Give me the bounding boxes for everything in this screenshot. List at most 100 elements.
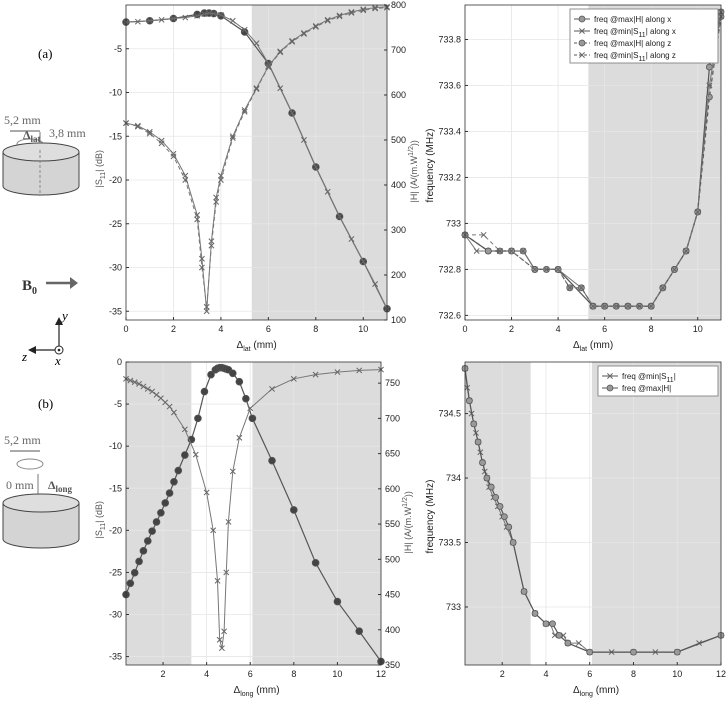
b-right-series-0-point [718,632,724,639]
a-left-series-0-point [200,9,209,17]
b-left-series-1-point [181,426,188,433]
a-left-series-2-point [336,12,343,19]
a-right-series-1-point [648,303,655,310]
a-right-series-0-point [717,8,725,16]
a-left-series-3-point [253,86,260,92]
a-left-series-2-point [134,122,141,129]
b-left-ytick-right-label: 700 [385,413,400,423]
a-right-series-2-point [682,247,690,255]
b-right-series-1-point [465,397,473,405]
b-left-ytick-right-label: 400 [385,625,400,635]
a-left-xtick-label: 2 [171,324,176,334]
a-right-series-1-point [578,284,585,291]
a-right-series-0-point [671,266,678,273]
a-right-series-1-point [485,248,492,254]
a-right-xtick-label: 2 [509,324,514,334]
a-left-series-0-point [288,109,296,117]
a-left-series-1-point [336,213,343,220]
a-right-series-2-point [624,302,632,310]
b-left-axes-box [125,361,382,666]
b-left-series-0-point [139,547,148,555]
b-right-series-0-point [468,410,475,417]
a-left-plot-bg [126,5,387,320]
a-left-series-1-point [194,12,201,19]
a-right-series-3-point [706,82,713,89]
a-left-series-2-line [125,6,388,312]
b-right-series-1-point [461,365,469,372]
b-right-series-1-point [520,588,528,595]
a-left-series-2-point [289,37,296,44]
b-right-series-0-point [652,649,659,656]
b-right-legend-box [597,365,719,397]
a-right-xtick-label: 6 [602,324,607,334]
b-left-xtick-label: 2 [161,669,166,679]
a-left-xtick-label: 4 [218,324,223,334]
a-right-series-3-point [555,266,562,273]
a-right-series-2-point [671,266,678,273]
b-left-series-1-point [214,577,221,584]
a-left-series-2-point [348,9,355,15]
a-left-series-3-point [265,64,272,71]
b-right-series-0-point [551,632,558,639]
b-right-xtick-label: 8 [631,669,636,679]
b-left-series-0-point [218,363,226,372]
b-left-series-1-point [203,489,210,496]
a-right-series-1-point [671,266,678,273]
b-left-xtick-label: 10 [332,669,342,679]
a-right-series-0-point [659,284,667,292]
a-left-series-2-point [182,172,189,179]
dim-top-a: 5,2 mm [4,113,41,127]
a-right-series-2-point [461,231,469,239]
b-right-series-0-point [556,632,563,639]
a-right-series-1-point [694,208,701,215]
b-left-shaded-region [126,362,192,665]
a-left-series-0-point [335,212,344,221]
a-right-series-3-point [683,248,690,254]
a-left-series-1-point [348,236,355,242]
b-left-series-0-point [222,365,231,373]
a-right-series-2-point [659,284,667,292]
a-right-series-1-point [462,231,468,238]
b-left-series-1-point [166,403,173,410]
a-left-series-3-point [170,153,177,160]
b-right-xlabel: Δlong (mm) [573,685,619,698]
a-right-axes-box [464,4,722,321]
panel-label-b: (b) [38,396,53,411]
b-right-series-0-point [462,365,468,372]
b-right-series-0-point [483,475,490,481]
a-left-series-0-point [209,9,218,18]
a-left-series-2-point [229,133,236,140]
b-right-series-1-point [549,620,556,628]
a-right-ytick-label: 733.4 [438,126,461,136]
b-left-ytick-right-label: 500 [385,554,400,564]
b-right-legend-marker [607,373,613,379]
b-left-xtick-label: 4 [204,669,209,679]
a-right-series-3-point [718,13,724,20]
b-right-series-0-point [560,632,567,639]
b-left-series-1-point [221,628,228,635]
b-left-series-0-point [174,466,183,475]
b-left-series-0-point [187,435,196,444]
b-left-series-0-point [126,579,135,588]
a-left-series-1-point [301,137,307,143]
a-left-series-3-point [134,123,141,130]
b-left-series-1-point [192,451,199,458]
b-left-series-0-point [213,364,222,373]
a-right-series-1-point [706,82,713,89]
a-left-ytick-right-label: 600 [391,90,406,100]
a-left-series-3-point [158,140,165,147]
a-left-ytick-right-label: 100 [391,315,406,325]
a-left-ytick-right-label: 300 [391,225,406,235]
a-right-series-0-point [543,266,550,273]
axis-x-label: x [54,353,61,368]
a-left-series-0-point [240,28,249,36]
a-right-legend-label: freq @min|S11| along z [594,51,676,63]
a-right-xtick-label: 4 [556,324,561,334]
a-left-series-2-point [312,23,319,29]
b-right-xtick-label: 10 [672,669,682,679]
a-right-xtick-label: 0 [462,324,467,334]
a-right-series-0-point [531,266,539,273]
b-right-series-0-point [475,438,482,445]
a-left-series-3-line [125,7,388,307]
b-left-series-1-point [236,434,243,441]
